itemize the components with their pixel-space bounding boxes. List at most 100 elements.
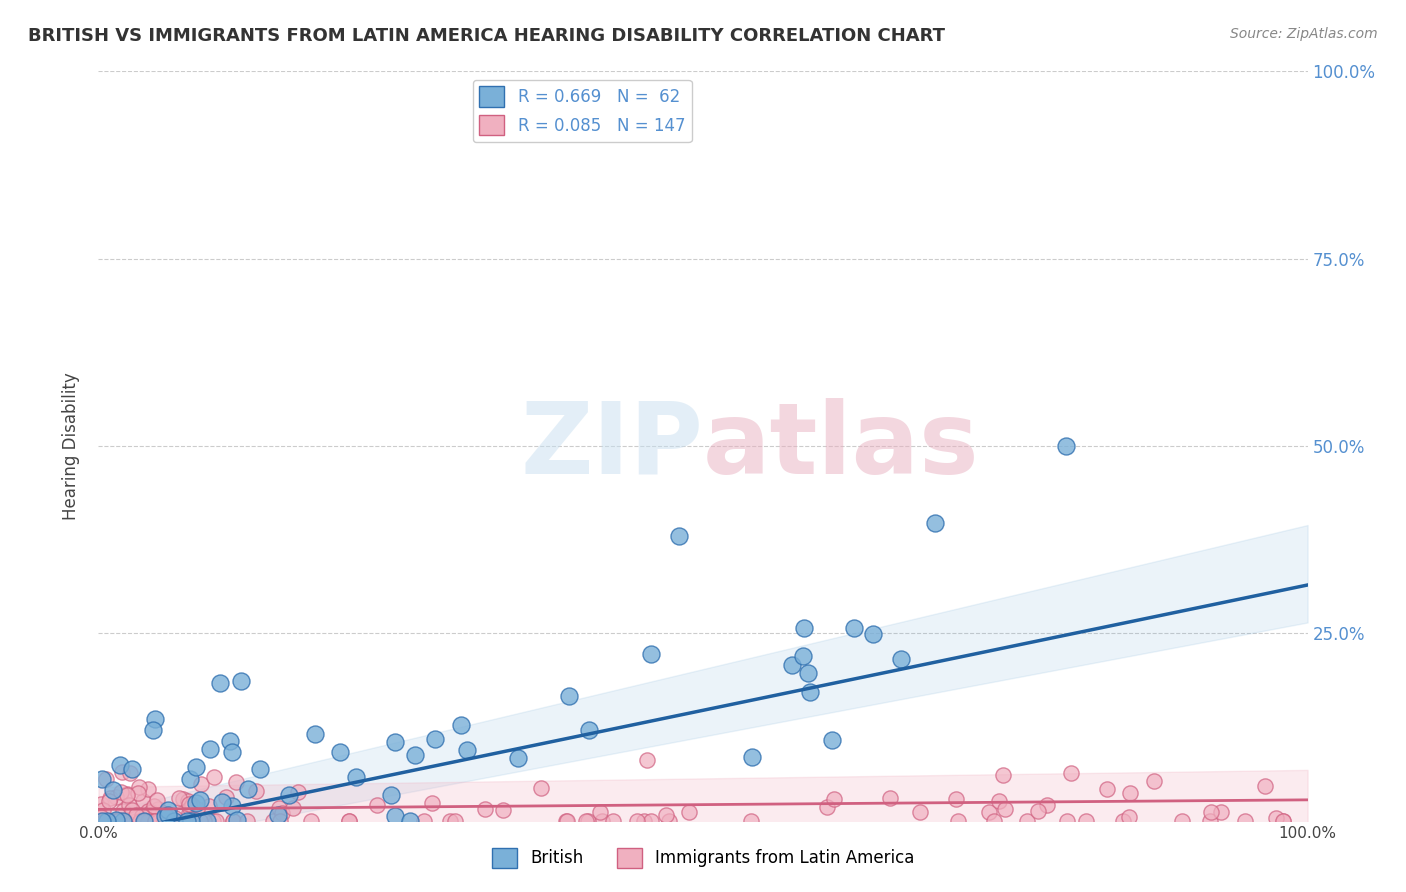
- Point: [977, 805, 1000, 819]
- Point: [262, 814, 284, 828]
- Point: [304, 727, 326, 741]
- Point: [780, 657, 803, 672]
- Point: [602, 814, 624, 828]
- Point: [110, 784, 132, 798]
- Point: [456, 742, 478, 756]
- Point: [146, 793, 169, 807]
- Point: [129, 814, 152, 828]
- Point: [180, 814, 202, 828]
- Point: [180, 797, 202, 812]
- Point: [179, 800, 201, 814]
- Point: [121, 803, 143, 817]
- Point: [105, 814, 128, 828]
- Point: [91, 803, 114, 817]
- Point: [91, 772, 114, 786]
- Point: [120, 765, 142, 780]
- Point: [815, 800, 838, 814]
- Point: [658, 814, 681, 828]
- Point: [105, 813, 128, 827]
- Point: [1198, 814, 1220, 828]
- Point: [112, 814, 135, 828]
- Point: [380, 788, 402, 802]
- Point: [1272, 814, 1295, 828]
- Point: [591, 814, 613, 828]
- Point: [176, 814, 198, 828]
- Point: [636, 753, 658, 767]
- Point: [108, 813, 131, 827]
- Point: [91, 814, 114, 828]
- Point: [575, 814, 598, 828]
- Point: [337, 814, 360, 828]
- Point: [797, 665, 820, 680]
- Point: [193, 814, 215, 828]
- Point: [231, 674, 253, 689]
- Point: [202, 814, 225, 828]
- Point: [842, 620, 865, 634]
- Point: [329, 745, 352, 759]
- Point: [249, 763, 271, 777]
- Point: [96, 814, 118, 828]
- Point: [589, 805, 612, 820]
- Point: [105, 814, 128, 828]
- Point: [654, 807, 676, 822]
- Point: [125, 814, 148, 828]
- Point: [177, 806, 200, 821]
- Point: [219, 734, 242, 748]
- Point: [398, 814, 420, 828]
- Point: [221, 814, 243, 828]
- Point: [225, 775, 247, 789]
- Point: [450, 718, 472, 732]
- Point: [492, 803, 515, 817]
- Point: [633, 814, 655, 828]
- Point: [117, 788, 139, 802]
- Point: [141, 814, 163, 828]
- Point: [862, 627, 884, 641]
- Point: [108, 758, 131, 772]
- Point: [211, 795, 233, 809]
- Point: [136, 814, 159, 828]
- Point: [148, 814, 170, 828]
- Point: [184, 797, 207, 811]
- Point: [162, 814, 184, 828]
- Y-axis label: Hearing Disability: Hearing Disability: [62, 372, 80, 520]
- Point: [910, 805, 932, 819]
- Point: [93, 814, 115, 828]
- Point: [266, 808, 288, 822]
- Point: [215, 790, 238, 805]
- Point: [1095, 782, 1118, 797]
- Point: [576, 814, 599, 828]
- Point: [136, 804, 159, 818]
- Point: [105, 814, 128, 828]
- Point: [142, 723, 165, 738]
- Point: [678, 805, 700, 820]
- Point: [384, 809, 406, 823]
- Point: [111, 804, 134, 818]
- Point: [1054, 439, 1077, 453]
- Point: [179, 797, 201, 811]
- Point: [222, 814, 245, 828]
- Point: [143, 712, 166, 726]
- Point: [156, 803, 179, 817]
- Point: [271, 805, 294, 820]
- Point: [153, 809, 176, 823]
- Point: [668, 529, 690, 543]
- Point: [799, 685, 821, 699]
- Text: BRITISH VS IMMIGRANTS FROM LATIN AMERICA HEARING DISABILITY CORRELATION CHART: BRITISH VS IMMIGRANTS FROM LATIN AMERICA…: [28, 27, 945, 45]
- Point: [150, 814, 173, 828]
- Point: [558, 689, 581, 703]
- Point: [225, 814, 247, 828]
- Point: [176, 814, 198, 828]
- Point: [821, 733, 844, 747]
- Point: [1233, 814, 1256, 828]
- Point: [157, 807, 180, 822]
- Point: [283, 801, 305, 815]
- Point: [115, 788, 138, 802]
- Point: [152, 814, 174, 828]
- Point: [104, 814, 127, 828]
- Point: [1059, 766, 1081, 780]
- Point: [184, 760, 207, 774]
- Point: [1118, 810, 1140, 824]
- Point: [141, 805, 163, 820]
- Point: [163, 814, 186, 828]
- Point: [208, 676, 231, 690]
